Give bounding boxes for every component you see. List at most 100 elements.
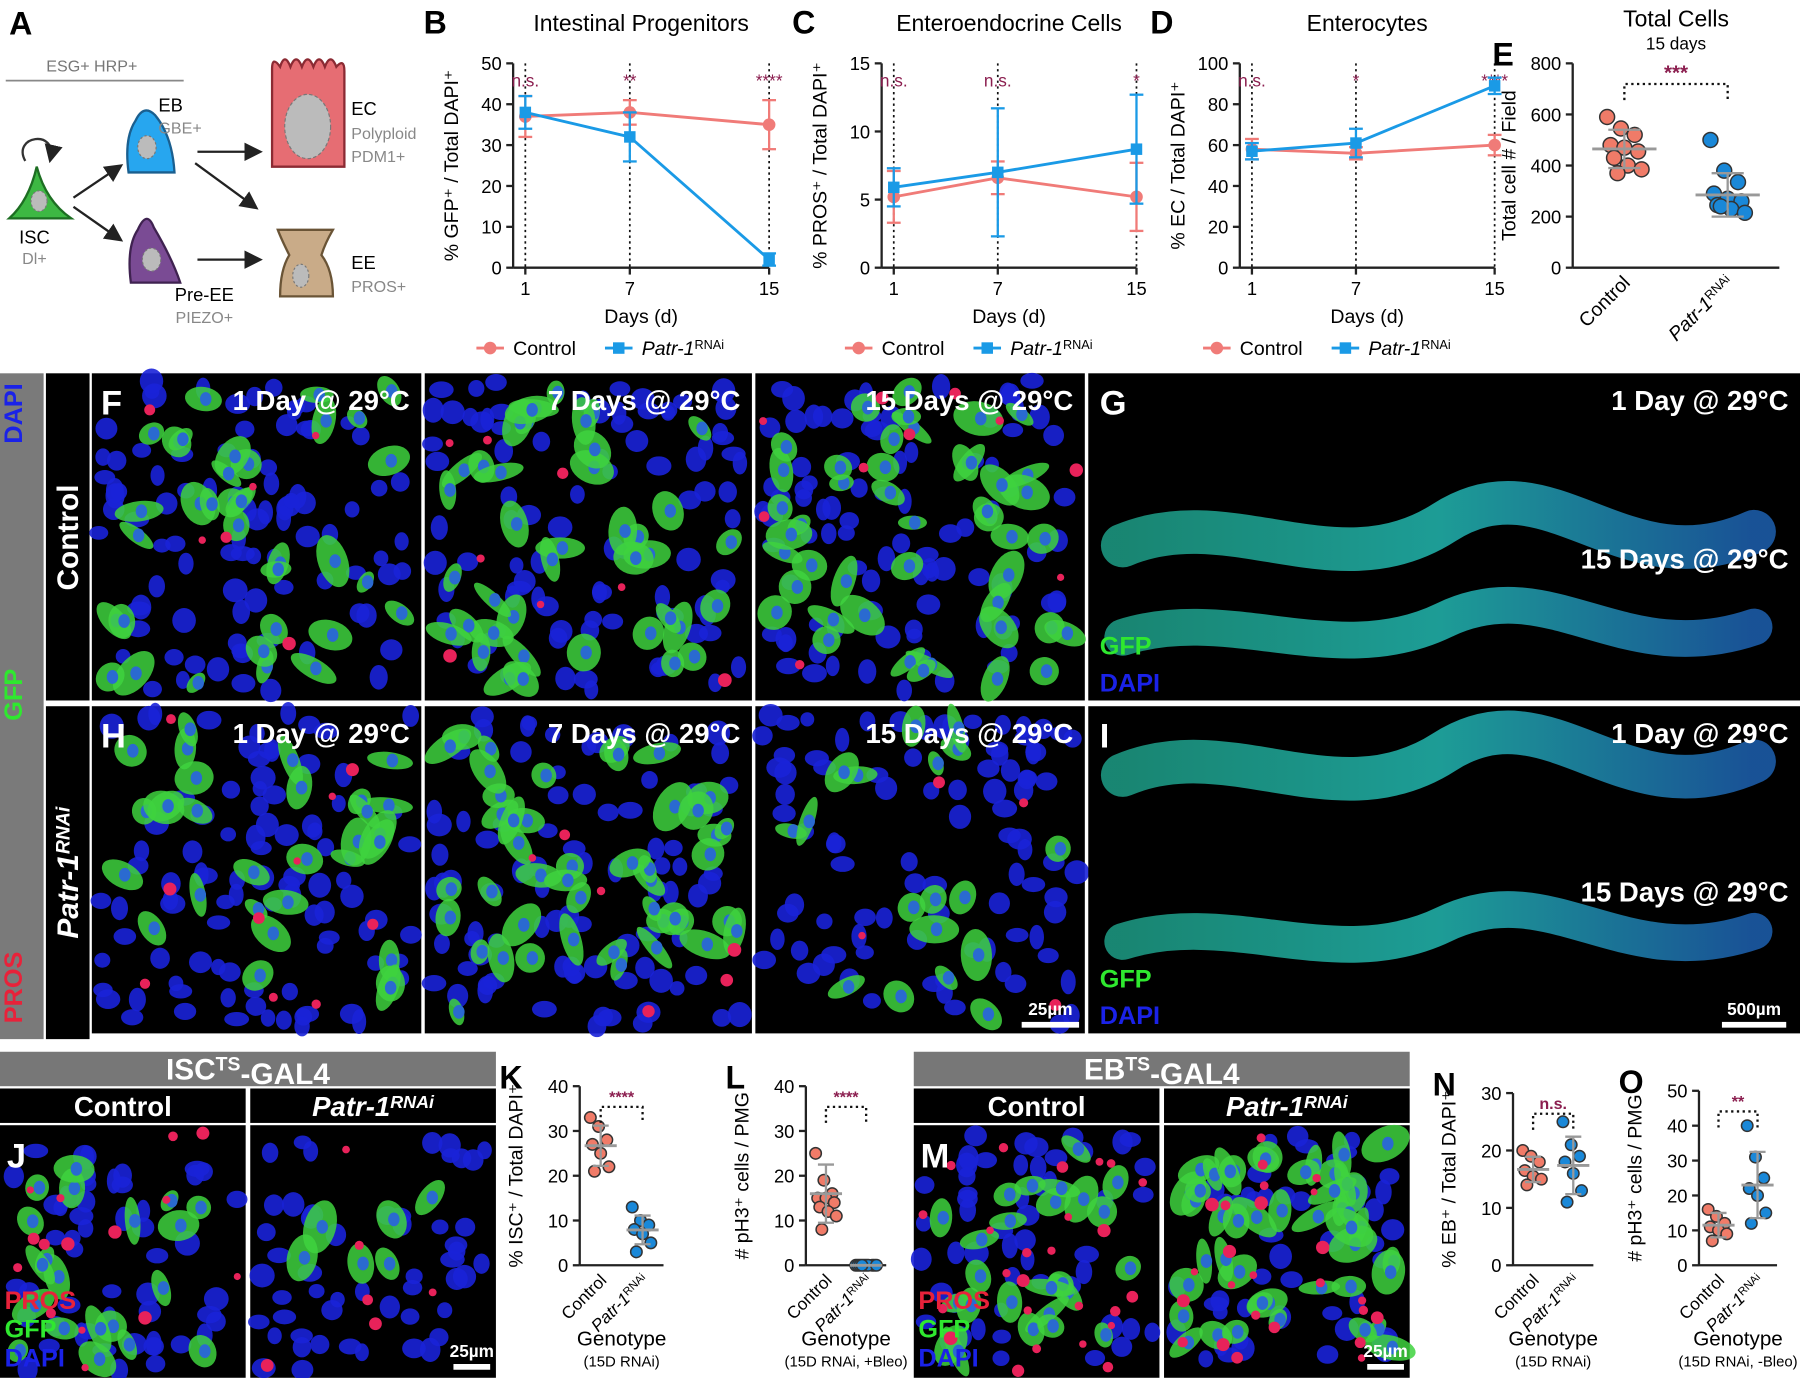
nucleus bbox=[118, 614, 130, 628]
x-tick-label: 7 bbox=[1351, 278, 1361, 299]
nucleus bbox=[14, 1343, 26, 1358]
significance-bracket bbox=[824, 1105, 868, 1123]
nucleus bbox=[1064, 860, 1090, 885]
nucleus bbox=[245, 996, 267, 1016]
nucleus bbox=[1044, 887, 1068, 908]
nucleus bbox=[924, 562, 940, 582]
nucleus bbox=[128, 987, 146, 1012]
nucleus bbox=[189, 951, 212, 974]
legend-marker bbox=[981, 342, 993, 354]
nucleus bbox=[564, 962, 586, 984]
nucleus bbox=[276, 505, 292, 532]
y-tick-label: 30 bbox=[548, 1121, 568, 1142]
nucleus bbox=[1029, 404, 1050, 430]
x-tick-label-sup: RNAi bbox=[1552, 1271, 1579, 1298]
nucleus bbox=[685, 446, 707, 472]
nucleus bbox=[1006, 529, 1018, 544]
nucleus bbox=[823, 633, 835, 648]
nucleus bbox=[231, 673, 256, 693]
nucleus bbox=[584, 680, 599, 700]
nucleus bbox=[602, 613, 624, 630]
nucleus bbox=[1382, 1136, 1394, 1151]
nucleus bbox=[591, 583, 612, 601]
nucleus bbox=[206, 497, 218, 512]
nucleus bbox=[611, 401, 627, 425]
nucleus bbox=[791, 456, 812, 478]
y-tick-label: 30 bbox=[774, 1121, 794, 1142]
pros-cell bbox=[1064, 1213, 1073, 1221]
nucleus bbox=[448, 1241, 466, 1261]
data-point bbox=[827, 1196, 841, 1210]
nucleus bbox=[351, 426, 370, 446]
nucleus bbox=[509, 557, 524, 574]
nucleus bbox=[1100, 1328, 1112, 1342]
pros-cell bbox=[596, 886, 606, 896]
nucleus bbox=[113, 928, 137, 945]
nucleus bbox=[698, 624, 722, 642]
data-point bbox=[624, 131, 636, 143]
nucleus bbox=[615, 958, 628, 972]
nucleus bbox=[394, 532, 409, 551]
legend-label-sup: RNAi bbox=[1421, 338, 1451, 352]
pros-cell bbox=[933, 776, 945, 789]
y-tick-label: 10 bbox=[481, 217, 501, 238]
x-axis-label: Genotype bbox=[577, 1328, 667, 1351]
nucleus bbox=[226, 1190, 248, 1208]
nucleus bbox=[5, 1278, 28, 1295]
y-tick-label: 20 bbox=[1481, 1140, 1501, 1161]
nucleus bbox=[904, 873, 926, 894]
nucleus bbox=[164, 649, 184, 666]
nucleus bbox=[457, 552, 479, 572]
nucleus bbox=[331, 794, 346, 813]
nucleus bbox=[651, 940, 663, 955]
nucleus bbox=[711, 599, 724, 613]
nucleus bbox=[135, 504, 148, 519]
nucleus bbox=[431, 843, 449, 866]
nucleus bbox=[421, 975, 447, 992]
legend-label-text: Control bbox=[1240, 338, 1303, 360]
nucleus bbox=[721, 446, 746, 462]
pros-cell bbox=[717, 673, 732, 687]
nucleus bbox=[1381, 1219, 1405, 1241]
nucleus bbox=[195, 1200, 207, 1215]
channel-label: DAPI bbox=[918, 1344, 978, 1372]
nucleus bbox=[1322, 1306, 1343, 1321]
significance-label: n.s. bbox=[1238, 70, 1266, 90]
nucleus bbox=[975, 411, 987, 426]
nucleus bbox=[127, 743, 139, 758]
nucleus bbox=[307, 822, 323, 841]
nucleus bbox=[532, 431, 551, 452]
nucleus bbox=[1290, 1191, 1312, 1212]
pros-cell bbox=[1177, 1336, 1188, 1348]
x-tick-label: 1 bbox=[1247, 278, 1257, 299]
nucleus bbox=[676, 547, 701, 572]
nucleus bbox=[992, 1350, 1010, 1367]
scale-bar-label: 25µm bbox=[1363, 1341, 1407, 1361]
nucleus bbox=[692, 803, 704, 818]
nucleus bbox=[250, 796, 269, 816]
cell-label: EE bbox=[351, 252, 376, 273]
nucleus bbox=[646, 456, 672, 476]
panel-letter: K bbox=[499, 1059, 522, 1095]
nucleus bbox=[445, 1267, 468, 1290]
nucleus bbox=[402, 705, 420, 727]
legend-label-sup: RNAi bbox=[694, 338, 724, 352]
nucleus bbox=[263, 472, 280, 496]
pros-cell bbox=[168, 1131, 178, 1142]
nucleus bbox=[830, 856, 855, 872]
scale-bar bbox=[1721, 1021, 1787, 1028]
nucleus bbox=[1049, 1195, 1062, 1209]
nucleus bbox=[457, 961, 478, 976]
x-tick-label: 15 bbox=[1126, 278, 1146, 299]
column-header bbox=[0, 1088, 246, 1123]
nucleus bbox=[804, 404, 824, 429]
pros-cell bbox=[1126, 1290, 1139, 1303]
nucleus bbox=[1251, 1210, 1263, 1225]
y-axis-label: % GFP⁺ / Total DAPI⁺ bbox=[441, 70, 463, 261]
nucleus bbox=[785, 527, 798, 542]
y-tick-label: 0 bbox=[1551, 258, 1561, 279]
y-tick-label: 400 bbox=[1531, 155, 1562, 176]
nucleus bbox=[133, 840, 150, 862]
nucleus bbox=[1004, 974, 1027, 993]
nucleus bbox=[512, 836, 525, 850]
